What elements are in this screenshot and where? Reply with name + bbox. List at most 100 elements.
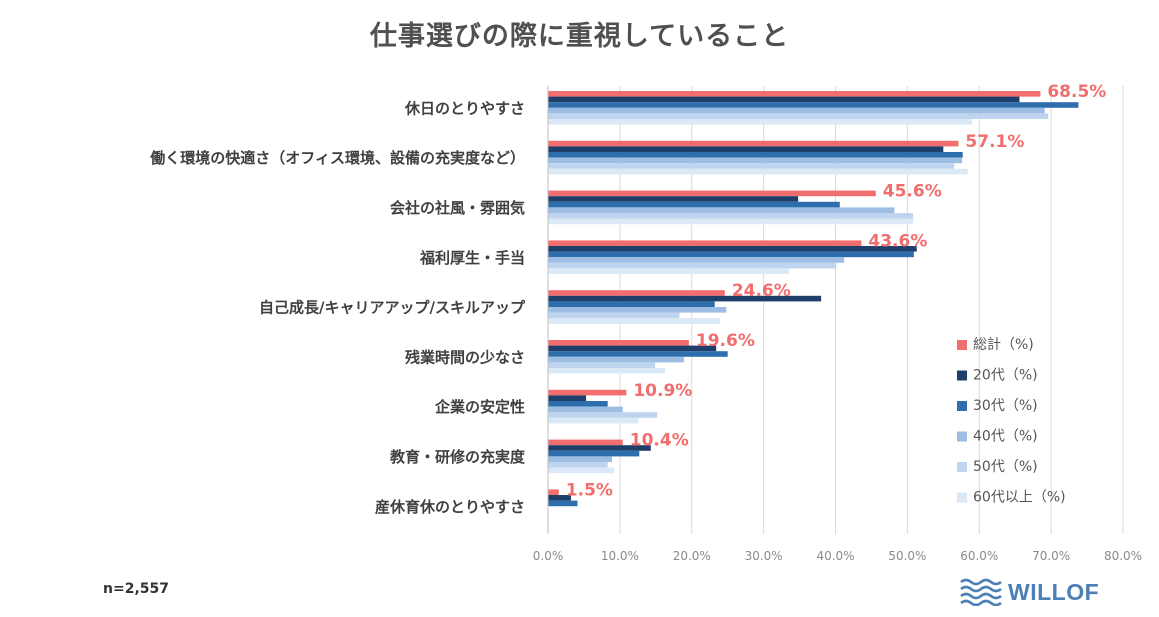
legend-label: 20代（%) (973, 368, 1038, 384)
legend-label: 30代（%) (973, 398, 1038, 414)
legend-label: 60代以上（%) (973, 490, 1066, 506)
bar (548, 340, 689, 346)
bar (548, 307, 727, 313)
data-label: 68.5% (1047, 82, 1106, 102)
bar (548, 168, 968, 175)
category-label: 会社の社風・雰囲気 (390, 199, 525, 217)
bar (548, 301, 715, 307)
bar (548, 401, 608, 407)
bar (548, 318, 720, 324)
x-tick-label: 60.0% (960, 549, 998, 563)
x-tick-label: 70.0% (1032, 549, 1070, 563)
bar (548, 140, 959, 147)
x-tick-label: 40.0% (816, 549, 854, 563)
data-labels: 68.5% 57.1% 45.6% 43.6% 24.6% 19.6% 10.9% 10.4%… (566, 82, 1107, 500)
bar (548, 417, 639, 424)
category-label: 残業時間の少なさ (405, 348, 525, 366)
legend-swatch (957, 370, 967, 381)
x-tick-label: 30.0% (745, 549, 783, 563)
bar (548, 495, 571, 501)
bar (548, 295, 822, 302)
data-label: 1.5% (566, 480, 613, 500)
x-tick-label: 80.0% (1104, 549, 1142, 563)
bar (548, 163, 955, 169)
axes: 0.0% 10.0% 20.0% 30.0% 40.0% 50.0% 60.0% 70.0% 8… (533, 86, 1142, 563)
bar (548, 157, 962, 164)
category-label: 福利厚生・手当 (419, 249, 525, 267)
bar (548, 312, 680, 319)
bar (548, 257, 845, 263)
data-label: 19.6% (696, 331, 755, 351)
category-label: 自己成長/キャリアアップ/スキルアップ (259, 299, 526, 317)
bar (548, 246, 917, 252)
bar (548, 152, 963, 158)
willof-logo: WILLOF (960, 576, 1099, 608)
bar (548, 268, 789, 274)
data-label: 10.9% (633, 381, 692, 401)
bar (548, 345, 717, 352)
bar (548, 439, 623, 446)
bar (548, 462, 608, 468)
bar (548, 251, 914, 258)
legend-swatch (957, 340, 967, 350)
bar (548, 190, 876, 197)
bar (548, 406, 623, 413)
bar (548, 389, 627, 396)
bar (548, 262, 837, 269)
bar (548, 240, 862, 246)
x-tick-label: 20.0% (673, 549, 711, 563)
x-tick-label: 10.0% (601, 549, 639, 563)
bar (548, 107, 1045, 114)
category-label: 働く環境の快適さ（オフィス環境、設備の充実度など） (149, 149, 525, 167)
bar (548, 500, 578, 507)
category-label: 教育・研修の充実度 (389, 448, 526, 466)
bar (548, 290, 725, 296)
data-label: 10.4% (630, 431, 689, 451)
bar (548, 213, 914, 219)
bar (548, 351, 728, 357)
bar (548, 102, 1079, 108)
logo-text: WILLOF (1008, 578, 1100, 605)
legend-label: 40代（%) (973, 429, 1038, 445)
bar (548, 456, 612, 462)
legend-swatch (957, 492, 967, 503)
bar (548, 489, 559, 495)
data-label: 57.1% (965, 132, 1024, 152)
bar (548, 356, 684, 363)
category-label: 産休育休のとりやすさ (375, 498, 525, 516)
legend-swatch (957, 462, 967, 472)
chart-title: 仕事選びの際に重視していること (369, 21, 790, 52)
x-tick-label: 50.0% (888, 549, 926, 563)
bar (548, 362, 656, 368)
sample-size: n=2,557 (103, 581, 169, 597)
data-label: 45.6% (883, 182, 942, 202)
bar (548, 445, 651, 451)
bar (548, 146, 944, 152)
legend: 総計（%) 20代（%) 30代（%) 40代（%) 50代（%) 60代以上（%) (957, 337, 1066, 506)
data-label: 43.6% (868, 231, 927, 251)
bar (548, 395, 587, 401)
legend-swatch (957, 401, 967, 411)
x-tick-label: 0.0% (533, 549, 564, 563)
category-label: 企業の安定性 (434, 398, 525, 416)
bar (548, 207, 895, 213)
bar (548, 201, 840, 208)
wave-logo-icon (960, 578, 1002, 606)
legend-swatch (957, 431, 967, 442)
bar (548, 119, 973, 125)
bar (548, 113, 1049, 119)
bar (548, 196, 799, 202)
bar (548, 450, 640, 457)
data-label: 24.6% (732, 281, 791, 301)
bar (548, 91, 1041, 97)
bar (548, 412, 658, 418)
legend-label: 50代（%) (973, 459, 1038, 475)
bar (548, 218, 914, 225)
legend-label: 総計（%) (973, 337, 1034, 353)
category-label: 休日のとりやすさ (404, 99, 525, 117)
bar (548, 467, 615, 474)
bar (548, 96, 1020, 103)
bars (548, 91, 1079, 507)
